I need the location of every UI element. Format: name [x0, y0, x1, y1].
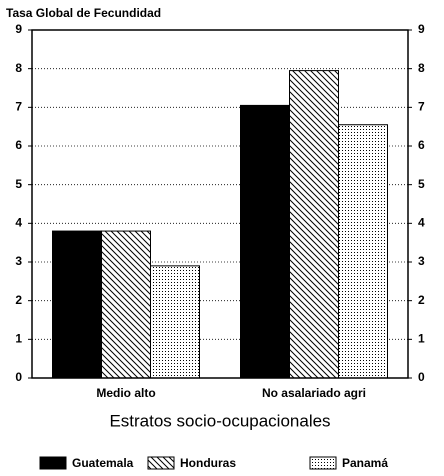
x-axis-label: Estratos socio-ocupacionales [109, 411, 330, 430]
y-tick-label: 4 [15, 216, 22, 230]
x-tick-label: Medio alto [96, 386, 155, 400]
bar [289, 70, 339, 379]
y2-tick-label: 5 [418, 177, 425, 191]
legend-label: Honduras [180, 456, 236, 470]
y-tick-label: 0 [15, 370, 22, 384]
y-tick-label: 5 [15, 177, 22, 191]
bar [101, 230, 151, 379]
bar [240, 104, 290, 379]
legend-swatch [147, 456, 175, 470]
y-tick-label: 2 [15, 293, 22, 307]
y2-tick-label: 6 [418, 138, 425, 152]
legend-swatch [39, 456, 67, 470]
bar [52, 230, 102, 379]
chart-title: Tasa Global de Fecundidad [6, 6, 161, 20]
y2-tick-label: 8 [418, 61, 425, 75]
y2-tick-label: 1 [418, 332, 425, 346]
y2-tick-label: 3 [418, 254, 425, 268]
legend-label: Panamá [342, 456, 388, 470]
bar [150, 265, 200, 379]
y-tick-label: 3 [15, 254, 22, 268]
y2-tick-label: 7 [418, 100, 425, 114]
y-tick-label: 8 [15, 61, 22, 75]
y2-tick-label: 2 [418, 293, 425, 307]
y-tick-label: 1 [15, 332, 22, 346]
legend-swatch [309, 456, 337, 470]
y2-tick-label: 9 [418, 22, 425, 36]
y-tick-label: 6 [15, 138, 22, 152]
legend-label: Guatemala [72, 456, 134, 470]
x-tick-label: No asalariado agri [262, 386, 366, 400]
y-tick-label: 9 [15, 22, 22, 36]
y-tick-label: 7 [15, 100, 22, 114]
y2-tick-label: 4 [418, 216, 425, 230]
y2-tick-label: 0 [418, 370, 425, 384]
plot-frame [31, 29, 409, 379]
bar [338, 124, 388, 379]
